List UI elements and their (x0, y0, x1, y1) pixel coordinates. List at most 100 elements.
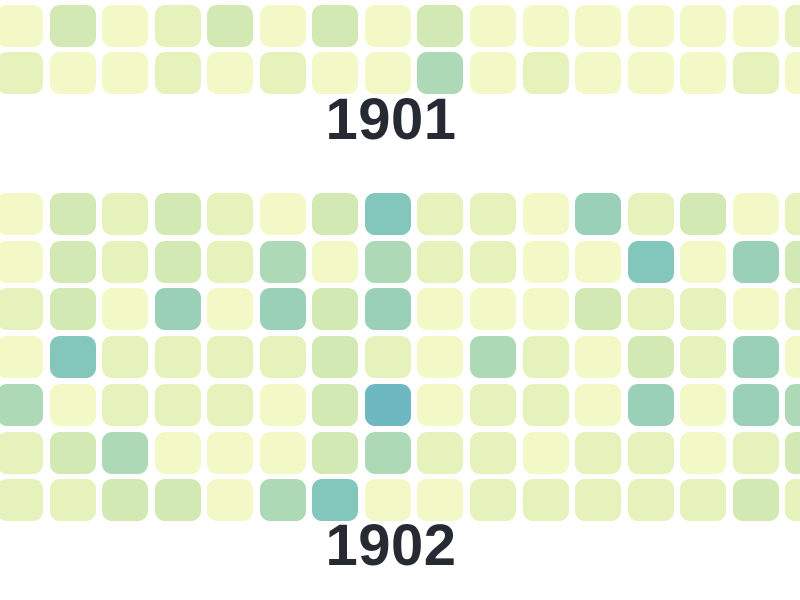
heatmap-cell[interactable] (575, 336, 622, 379)
heatmap-cell[interactable] (680, 383, 727, 426)
heatmap-cell[interactable] (364, 479, 411, 522)
heatmap-cell[interactable] (785, 4, 800, 47)
heatmap-cell[interactable] (154, 4, 201, 47)
heatmap-cell[interactable] (364, 52, 411, 95)
heatmap-cell[interactable] (259, 288, 306, 331)
heatmap-cell[interactable] (522, 52, 569, 95)
heatmap-cell[interactable] (0, 288, 43, 331)
heatmap-cell[interactable] (522, 336, 569, 379)
heatmap-cell[interactable] (49, 431, 96, 474)
heatmap-cell[interactable] (49, 479, 96, 522)
heatmap-cell[interactable] (469, 336, 516, 379)
heatmap-cell[interactable] (417, 288, 464, 331)
heatmap-cell[interactable] (575, 479, 622, 522)
heatmap-cell[interactable] (627, 52, 674, 95)
heatmap-cell[interactable] (732, 52, 779, 95)
heatmap-cell[interactable] (102, 431, 149, 474)
heatmap-cell[interactable] (0, 479, 43, 522)
heatmap-cell[interactable] (469, 431, 516, 474)
heatmap-cell[interactable] (469, 193, 516, 235)
heatmap-cell[interactable] (627, 431, 674, 474)
heatmap-cell[interactable] (680, 193, 727, 235)
heatmap-cell[interactable] (417, 431, 464, 474)
heatmap-cell[interactable] (680, 52, 727, 95)
heatmap-cell[interactable] (102, 52, 149, 95)
heatmap-cell[interactable] (522, 383, 569, 426)
heatmap-cell[interactable] (207, 52, 254, 95)
heatmap-cell[interactable] (627, 288, 674, 331)
heatmap-cell[interactable] (207, 288, 254, 331)
heatmap-cell[interactable] (102, 4, 149, 47)
heatmap-cell[interactable] (785, 431, 800, 474)
heatmap-cell[interactable] (785, 193, 800, 235)
heatmap-cell[interactable] (207, 479, 254, 522)
heatmap-cell[interactable] (312, 4, 359, 47)
heatmap-cell[interactable] (154, 52, 201, 95)
heatmap-cell[interactable] (0, 52, 43, 95)
heatmap-cell[interactable] (102, 336, 149, 379)
heatmap-cell[interactable] (417, 240, 464, 283)
heatmap-cell[interactable] (259, 336, 306, 379)
heatmap-cell[interactable] (259, 240, 306, 283)
heatmap-cell[interactable] (732, 336, 779, 379)
heatmap-cell[interactable] (627, 479, 674, 522)
heatmap-cell[interactable] (312, 52, 359, 95)
heatmap-cell[interactable] (154, 479, 201, 522)
heatmap-cell[interactable] (469, 240, 516, 283)
heatmap-cell[interactable] (732, 193, 779, 235)
heatmap-cell[interactable] (469, 288, 516, 331)
heatmap-cell[interactable] (207, 431, 254, 474)
heatmap-cell[interactable] (154, 240, 201, 283)
heatmap-cell[interactable] (207, 4, 254, 47)
heatmap-cell[interactable] (0, 383, 43, 426)
heatmap-cell[interactable] (364, 431, 411, 474)
heatmap-cell[interactable] (364, 288, 411, 331)
heatmap-cell[interactable] (627, 193, 674, 235)
heatmap-cell[interactable] (364, 4, 411, 47)
heatmap-cell[interactable] (259, 52, 306, 95)
heatmap-cell[interactable] (49, 193, 96, 235)
heatmap-cell[interactable] (49, 383, 96, 426)
heatmap-cell[interactable] (312, 336, 359, 379)
heatmap-cell[interactable] (154, 336, 201, 379)
heatmap-cell[interactable] (102, 479, 149, 522)
heatmap-cell[interactable] (102, 383, 149, 426)
heatmap-cell[interactable] (49, 4, 96, 47)
heatmap-cell[interactable] (49, 52, 96, 95)
heatmap-cell[interactable] (259, 431, 306, 474)
heatmap-cell[interactable] (522, 4, 569, 47)
heatmap-cell[interactable] (312, 431, 359, 474)
heatmap-cell[interactable] (680, 431, 727, 474)
heatmap-cell[interactable] (732, 383, 779, 426)
heatmap-cell[interactable] (575, 193, 622, 235)
heatmap-cell[interactable] (154, 193, 201, 235)
heatmap-cell[interactable] (522, 288, 569, 331)
heatmap-cell[interactable] (417, 479, 464, 522)
heatmap-cell[interactable] (417, 4, 464, 47)
heatmap-cell[interactable] (417, 336, 464, 379)
heatmap-cell[interactable] (364, 383, 411, 426)
heatmap-cell[interactable] (627, 4, 674, 47)
heatmap-cell[interactable] (312, 288, 359, 331)
heatmap-cell[interactable] (154, 431, 201, 474)
heatmap-cell[interactable] (732, 288, 779, 331)
heatmap-cell[interactable] (207, 383, 254, 426)
heatmap-cell[interactable] (469, 479, 516, 522)
heatmap-cell[interactable] (522, 431, 569, 474)
heatmap-cell[interactable] (785, 336, 800, 379)
heatmap-cell[interactable] (259, 193, 306, 235)
heatmap-cell[interactable] (785, 383, 800, 426)
heatmap-cell[interactable] (417, 52, 464, 95)
heatmap-cell[interactable] (575, 383, 622, 426)
heatmap-cell[interactable] (785, 52, 800, 95)
heatmap-cell[interactable] (49, 288, 96, 331)
heatmap-cell[interactable] (785, 479, 800, 522)
heatmap-cell[interactable] (680, 240, 727, 283)
heatmap-cell[interactable] (732, 4, 779, 47)
heatmap-cell[interactable] (575, 240, 622, 283)
heatmap-cell[interactable] (469, 4, 516, 47)
heatmap-cell[interactable] (49, 240, 96, 283)
heatmap-cell[interactable] (417, 383, 464, 426)
heatmap-cell[interactable] (732, 240, 779, 283)
heatmap-cell[interactable] (259, 383, 306, 426)
